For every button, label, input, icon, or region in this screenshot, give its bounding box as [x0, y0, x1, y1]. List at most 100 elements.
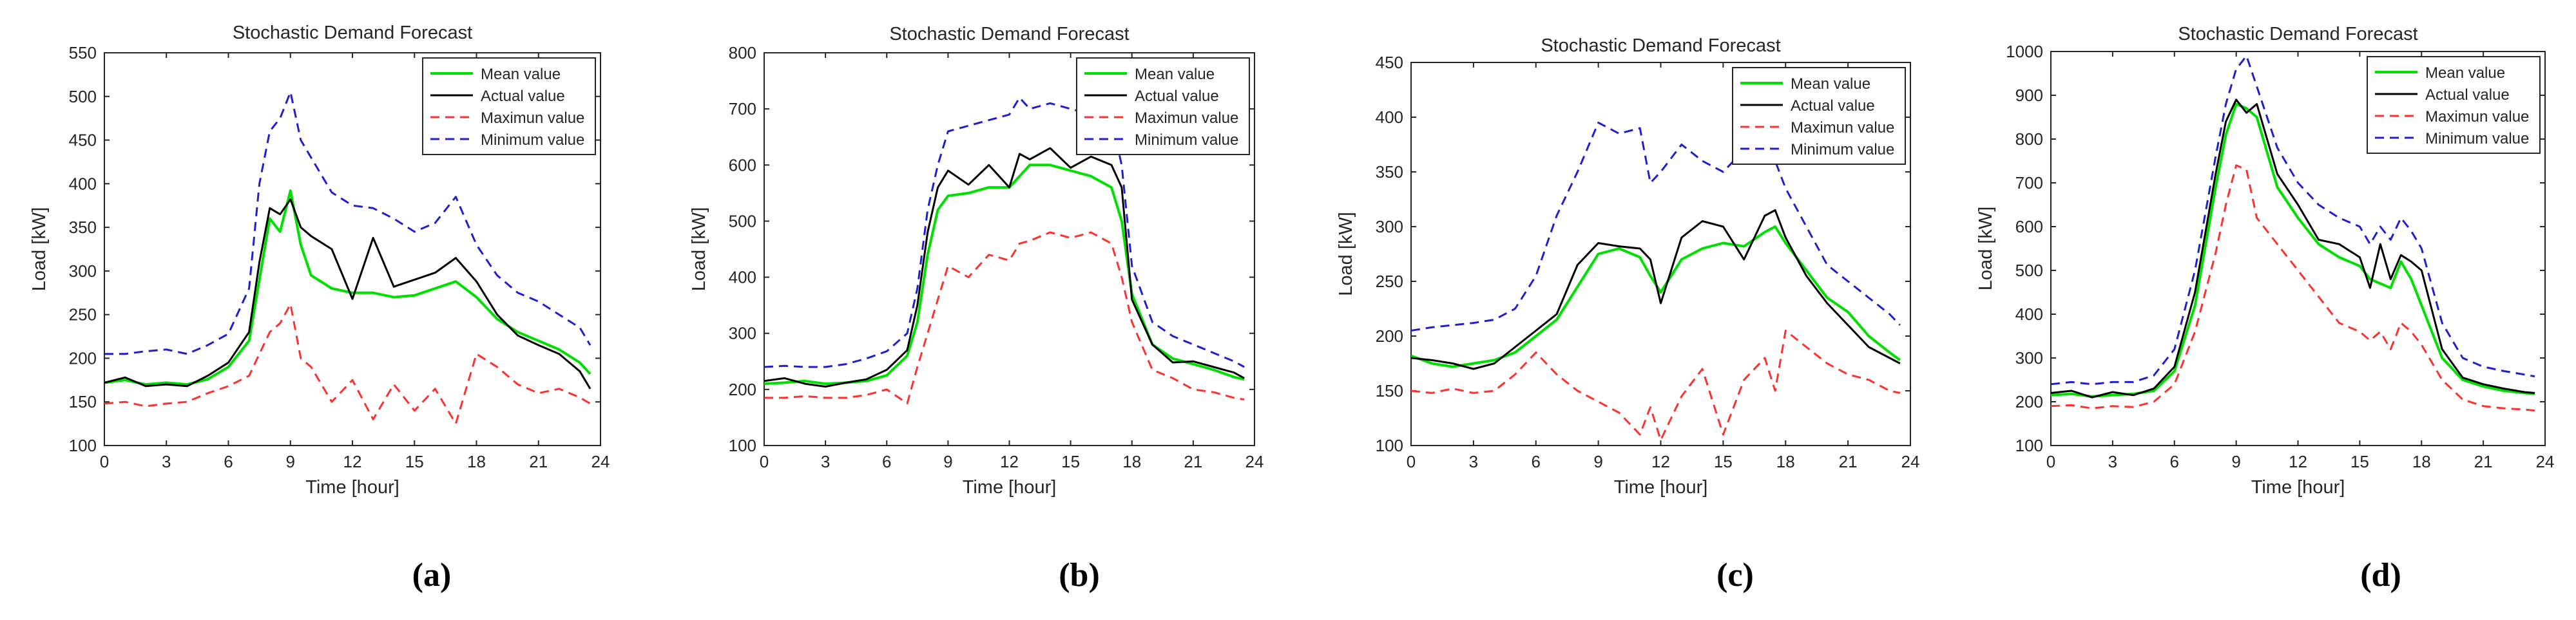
x-tick-label: 0	[100, 452, 109, 471]
x-tick-label: 9	[943, 452, 952, 471]
x-tick-label: 0	[760, 452, 769, 471]
y-tick-label: 350	[69, 218, 97, 237]
y-tick-label: 300	[69, 261, 97, 281]
chart-panel-4: 0 3 6 9 12 15 18 21 24 100 200 300 400 500 600 700 800 90…	[1975, 24, 2554, 594]
x-tick-label: 15	[1714, 452, 1733, 471]
legend-label: Mean value	[1791, 75, 1870, 93]
series-line-maximun-value	[2051, 164, 2535, 412]
legend-label: Actual value	[1135, 88, 1219, 105]
x-tick-label: 24	[591, 452, 610, 471]
y-tick-label: 100	[729, 436, 756, 455]
x-tick-label: 15	[2350, 452, 2369, 471]
panel-caption: (c)	[1716, 557, 1754, 594]
chart-title: Stochastic Demand Forecast	[1541, 35, 1780, 56]
legend-label: Maximun value	[1135, 109, 1238, 127]
y-tick-label: 400	[1376, 108, 1403, 127]
series-line-mean-value	[2051, 102, 2535, 398]
x-tick-label: 0	[2046, 452, 2055, 471]
x-tick-label: 12	[1651, 452, 1670, 471]
y-tick-label: 250	[1376, 272, 1403, 291]
legend-label: Minimum value	[481, 131, 584, 149]
legend-label: Actual value	[2425, 86, 2510, 104]
legend-label: Mean value	[481, 66, 561, 83]
series-line-actual-value	[1411, 209, 1901, 370]
series-line-maximun-value	[104, 303, 591, 425]
series-line-minimum-value	[764, 97, 1245, 368]
x-tick-label: 9	[2231, 452, 2240, 471]
legend: Mean value Actual value Maximun value Minim…	[1076, 57, 1250, 155]
y-tick-label: 400	[2015, 305, 2043, 324]
series-line-actual-value	[2051, 99, 2535, 399]
y-tick-label: 200	[1376, 326, 1403, 346]
y-tick-label: 700	[729, 99, 756, 118]
chart-panel-3: 0 3 6 9 12 15 18 21 24 100 150 200 250 300 350 400 450 St…	[1336, 35, 1919, 594]
y-tick-label: 550	[69, 43, 97, 62]
x-tick-label: 6	[2170, 452, 2179, 471]
series-line-actual-value	[764, 147, 1245, 388]
series-line-minimum-value	[1411, 122, 1901, 332]
y-axis-label: Load [kW]	[1336, 212, 1356, 296]
series-group	[2051, 55, 2535, 412]
y-tick-label: 100	[69, 436, 97, 455]
x-tick-label: 12	[343, 452, 362, 471]
y-tick-label: 500	[729, 211, 756, 230]
y-tick-label: 600	[2015, 217, 2043, 236]
series-group	[1411, 122, 1901, 441]
x-tick-label: 6	[1532, 452, 1541, 471]
y-tick-label: 450	[1376, 53, 1403, 72]
y-tick-label: 600	[729, 155, 756, 174]
legend-label: Minimum value	[1791, 141, 1894, 158]
x-tick-label: 0	[1407, 452, 1416, 471]
y-tick-label: 200	[69, 348, 97, 368]
x-tick-label: 3	[2108, 452, 2117, 471]
x-tick-label: 21	[2474, 452, 2493, 471]
x-tick-label: 24	[2536, 452, 2555, 471]
x-tick-label: 12	[1000, 452, 1019, 471]
x-tick-label: 3	[162, 452, 171, 471]
y-tick-label: 150	[1376, 381, 1403, 400]
y-axis-label: Load [kW]	[1975, 207, 1996, 291]
x-axis-label: Time [hour]	[305, 477, 399, 498]
legend: Mean value Actual value Maximun value Minim…	[2367, 56, 2541, 154]
chart-title: Stochastic Demand Forecast	[889, 24, 1129, 44]
x-tick-label: 6	[882, 452, 891, 471]
chart-title: Stochastic Demand Forecast	[2178, 24, 2417, 44]
panel-caption: (d)	[2360, 557, 2401, 594]
x-tick-label: 12	[2289, 452, 2307, 471]
y-tick-label: 200	[2015, 392, 2043, 411]
x-axis-label: Time [hour]	[2251, 477, 2345, 498]
panel-caption: (b)	[1059, 557, 1100, 594]
y-tick-label: 100	[1376, 436, 1403, 455]
y-tick-label: 350	[1376, 162, 1403, 182]
legend-label: Minimum value	[1135, 131, 1238, 149]
y-tick-label: 200	[729, 380, 756, 399]
y-tick-label: 400	[69, 174, 97, 193]
y-axis-label: Load [kW]	[689, 207, 709, 292]
legend-label: Mean value	[2425, 64, 2505, 82]
series-line-minimum-value	[104, 91, 591, 355]
x-axis-label: Time [hour]	[963, 477, 1057, 498]
x-tick-label: 18	[2412, 452, 2431, 471]
y-tick-label: 450	[69, 131, 97, 150]
y-axis-label: Load [kW]	[29, 207, 50, 292]
x-tick-label: 15	[405, 452, 424, 471]
legend-label: Mean value	[1135, 66, 1215, 83]
x-tick-label: 24	[1901, 452, 1920, 471]
x-tick-label: 9	[286, 452, 295, 471]
chart-title: Stochastic Demand Forecast	[233, 23, 472, 43]
series-line-maximun-value	[764, 231, 1245, 405]
y-tick-label: 300	[2015, 348, 2043, 368]
legend-label: Actual value	[481, 88, 565, 105]
x-tick-label: 15	[1061, 452, 1080, 471]
x-tick-label: 21	[529, 452, 548, 471]
y-tick-label: 1000	[2006, 42, 2043, 61]
x-tick-label: 3	[1469, 452, 1478, 471]
legend-label: Maximun value	[2425, 108, 2529, 126]
y-tick-label: 800	[729, 43, 756, 62]
x-tick-label: 9	[1593, 452, 1602, 471]
legend-label: Maximun value	[481, 109, 584, 127]
chart-panel-2: 0 3 6 9 12 15 18 21 24 100 200 300 400 500 600 700 800 St…	[689, 24, 1264, 594]
x-tick-label: 3	[821, 452, 830, 471]
y-tick-label: 500	[69, 87, 97, 106]
series-line-mean-value	[1411, 225, 1901, 368]
